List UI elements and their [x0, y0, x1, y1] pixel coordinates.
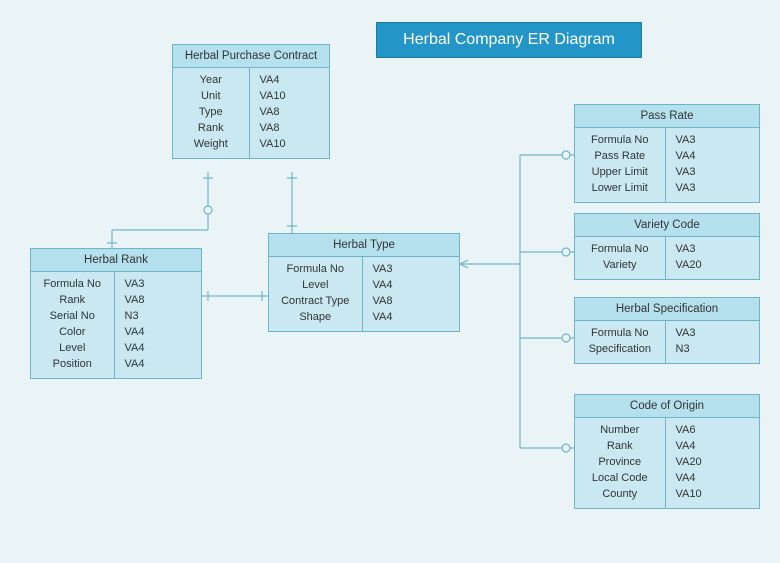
attr-name: County: [581, 487, 659, 503]
attr-name: Formula No: [581, 326, 659, 342]
entity-passrate-title: Pass Rate: [575, 105, 759, 128]
entity-type-attrs: Formula NoLevelContract TypeShape: [269, 257, 363, 331]
attr-type: N3: [125, 309, 196, 325]
attr-name: Level: [275, 278, 356, 294]
entity-type-body: Formula NoLevelContract TypeShapeVA3VA4V…: [269, 257, 459, 331]
entity-purchase-body: YearUnitTypeRankWeightVA4VA10VA8VA8VA10: [173, 68, 329, 158]
attr-name: Rank: [581, 439, 659, 455]
attr-name: Formula No: [275, 262, 356, 278]
diagram-title: Herbal Company ER Diagram: [376, 22, 642, 58]
entity-rank-attrs: Formula NoRankSerial NoColorLevelPositio…: [31, 272, 115, 378]
attr-name: Local Code: [581, 471, 659, 487]
attr-name: Formula No: [581, 242, 659, 258]
attr-name: Pass Rate: [581, 149, 659, 165]
er-diagram-canvas: Herbal Company ER Diagram Herbal Purchas…: [0, 0, 780, 563]
entity-variety: Variety CodeFormula NoVarietyVA3VA20: [574, 213, 760, 280]
attr-type: VA4: [125, 341, 196, 357]
entity-rank-types: VA3VA8N3VA4VA4VA4: [115, 272, 202, 378]
attr-type: VA4: [260, 73, 324, 89]
entity-type-title: Herbal Type: [269, 234, 459, 257]
attr-type: VA3: [125, 277, 196, 293]
entity-type-types: VA3VA4VA8VA4: [363, 257, 460, 331]
entity-spec-body: Formula NoSpecificationVA3N3: [575, 321, 759, 363]
attr-type: VA3: [676, 326, 754, 342]
entity-spec-title: Herbal Specification: [575, 298, 759, 321]
attr-name: Formula No: [37, 277, 108, 293]
entity-origin-attrs: NumberRankProvinceLocal CodeCounty: [575, 418, 666, 508]
attr-name: Specification: [581, 342, 659, 358]
entity-passrate-types: VA3VA4VA3VA3: [666, 128, 760, 202]
attr-type: VA3: [676, 242, 754, 258]
entity-variety-body: Formula NoVarietyVA3VA20: [575, 237, 759, 279]
entity-origin-body: NumberRankProvinceLocal CodeCountyVA6VA4…: [575, 418, 759, 508]
entity-spec: Herbal SpecificationFormula NoSpecificat…: [574, 297, 760, 364]
attr-type: VA4: [676, 471, 754, 487]
entity-rank: Herbal RankFormula NoRankSerial NoColorL…: [30, 248, 202, 379]
attr-type: VA6: [676, 423, 754, 439]
entity-passrate-attrs: Formula NoPass RateUpper LimitLower Limi…: [575, 128, 666, 202]
attr-type: VA10: [260, 137, 324, 153]
entity-purchase-attrs: YearUnitTypeRankWeight: [173, 68, 250, 158]
attr-name: Type: [179, 105, 243, 121]
entity-purchase: Herbal Purchase ContractYearUnitTypeRank…: [172, 44, 330, 159]
entity-origin-title: Code of Origin: [575, 395, 759, 418]
attr-name: Level: [37, 341, 108, 357]
entity-spec-types: VA3N3: [666, 321, 760, 363]
attr-type: VA4: [125, 325, 196, 341]
entity-type: Herbal TypeFormula NoLevelContract TypeS…: [268, 233, 460, 332]
attr-type: VA8: [260, 105, 324, 121]
entity-variety-types: VA3VA20: [666, 237, 760, 279]
attr-name: Position: [37, 357, 108, 373]
attr-type: VA3: [676, 181, 754, 197]
attr-type: VA8: [260, 121, 324, 137]
attr-type: N3: [676, 342, 754, 358]
attr-name: Serial No: [37, 309, 108, 325]
attr-name: Upper Limit: [581, 165, 659, 181]
entity-spec-attrs: Formula NoSpecification: [575, 321, 666, 363]
attr-type: VA4: [373, 278, 454, 294]
attr-type: VA4: [373, 310, 454, 326]
attr-type: VA8: [373, 294, 454, 310]
attr-name: Rank: [179, 121, 243, 137]
attr-name: Province: [581, 455, 659, 471]
attr-type: VA8: [125, 293, 196, 309]
entity-variety-title: Variety Code: [575, 214, 759, 237]
entity-rank-body: Formula NoRankSerial NoColorLevelPositio…: [31, 272, 201, 378]
attr-name: Variety: [581, 258, 659, 274]
entity-variety-attrs: Formula NoVariety: [575, 237, 666, 279]
attr-name: Lower Limit: [581, 181, 659, 197]
attr-name: Formula No: [581, 133, 659, 149]
entity-purchase-title: Herbal Purchase Contract: [173, 45, 329, 68]
attr-type: VA10: [260, 89, 324, 105]
entity-origin-types: VA6VA4VA20VA4VA10: [666, 418, 760, 508]
attr-type: VA4: [676, 439, 754, 455]
attr-type: VA4: [125, 357, 196, 373]
attr-name: Contract Type: [275, 294, 356, 310]
entity-purchase-types: VA4VA10VA8VA8VA10: [250, 68, 330, 158]
attr-type: VA4: [676, 149, 754, 165]
attr-type: VA3: [373, 262, 454, 278]
entity-passrate: Pass RateFormula NoPass RateUpper LimitL…: [574, 104, 760, 203]
attr-type: VA20: [676, 258, 754, 274]
attr-name: Rank: [37, 293, 108, 309]
entity-passrate-body: Formula NoPass RateUpper LimitLower Limi…: [575, 128, 759, 202]
attr-name: Shape: [275, 310, 356, 326]
attr-name: Year: [179, 73, 243, 89]
attr-name: Color: [37, 325, 108, 341]
attr-name: Number: [581, 423, 659, 439]
attr-type: VA3: [676, 133, 754, 149]
entity-rank-title: Herbal Rank: [31, 249, 201, 272]
attr-name: Weight: [179, 137, 243, 153]
entity-origin: Code of OriginNumberRankProvinceLocal Co…: [574, 394, 760, 509]
attr-type: VA3: [676, 165, 754, 181]
attr-type: VA20: [676, 455, 754, 471]
attr-type: VA10: [676, 487, 754, 503]
attr-name: Unit: [179, 89, 243, 105]
